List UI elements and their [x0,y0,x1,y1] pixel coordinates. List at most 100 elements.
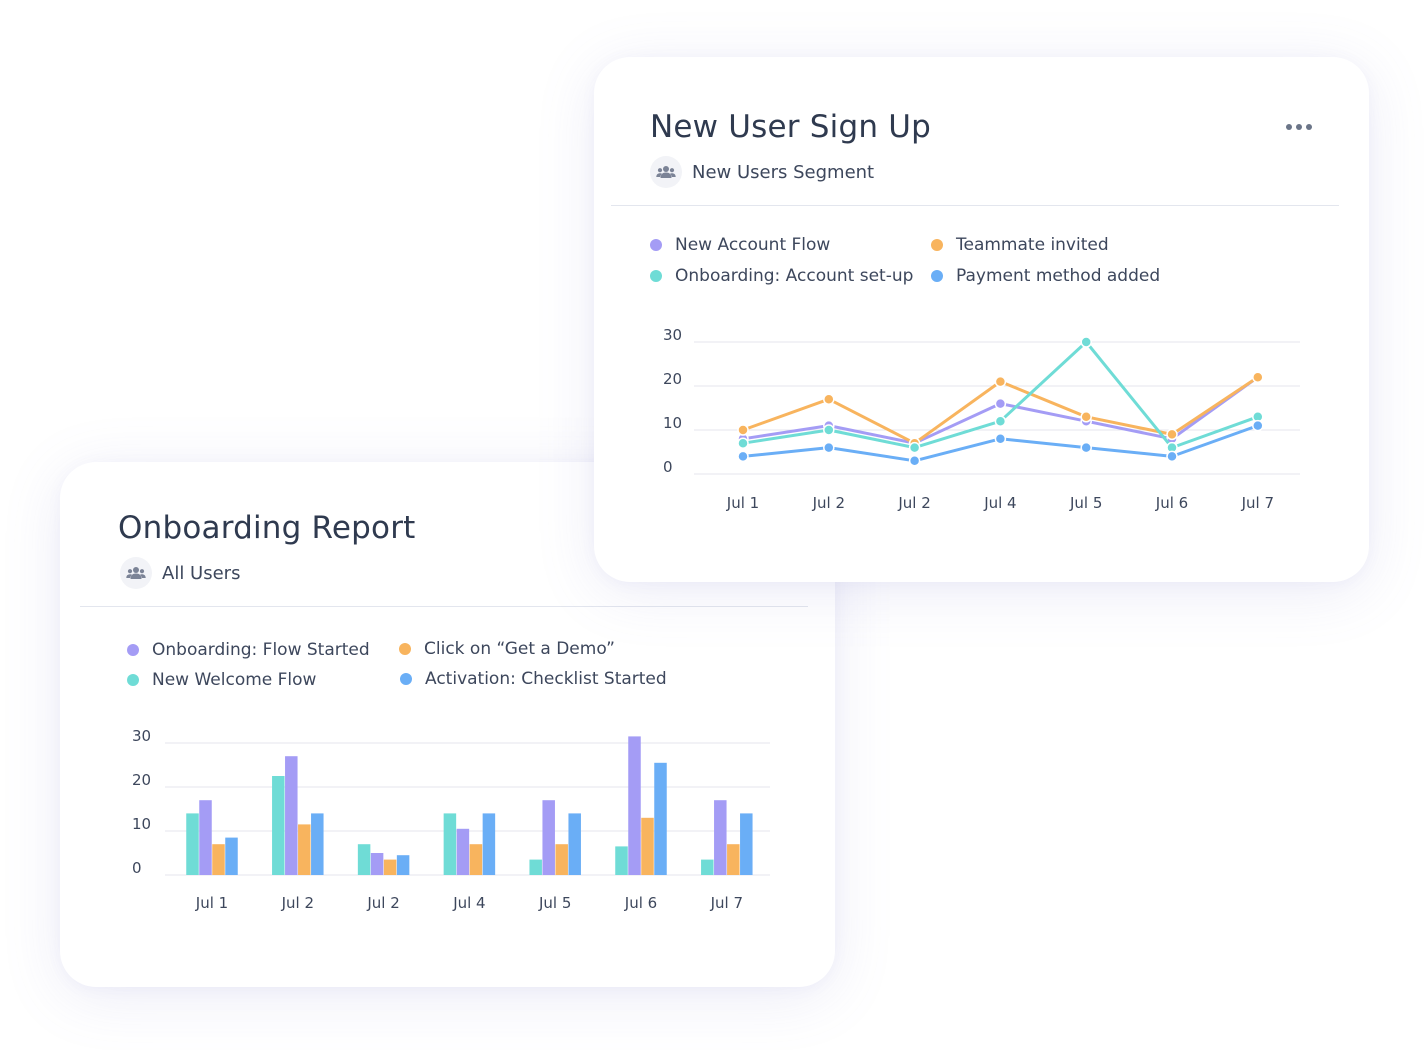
legend-swatch [931,270,943,282]
legend-item-new-account-flow[interactable]: New Account Flow [650,235,830,255]
x-tick-label: Jul 4 [983,494,1016,512]
data-point [1166,428,1178,441]
y-tick-label: 0 [132,859,142,877]
bar [727,844,740,875]
data-point [908,455,921,467]
bar [641,817,654,875]
bar [443,813,457,875]
bar [654,762,667,875]
legend-item-payment-method[interactable]: Payment method added [931,266,1160,286]
bar [628,736,641,875]
data-point [737,450,749,463]
bar [199,800,212,875]
x-tick-label: Jul 1 [195,894,228,912]
data-point [908,441,921,454]
legend-item-account-setup[interactable]: Onboarding: Account set-up [650,266,913,286]
bar [186,813,199,875]
bar [482,813,496,875]
bar [568,813,581,875]
y-tick-label: 10 [132,815,151,833]
divider [611,205,1339,206]
data-point [994,375,1007,388]
bar [456,828,470,875]
bar [357,844,371,875]
bar-chart: 30 20 10 0 Jul 1 Jul 2 Jul 2 Jul 4 Jul 5 Jul 6 Jul… [132,727,770,912]
more-horizontal-icon [1286,124,1292,130]
data-point [994,415,1007,427]
bar [615,846,628,875]
y-tick-label: 0 [663,458,673,476]
legend-item-get-a-demo[interactable]: Click on “Get a Demo” [399,639,615,659]
y-tick-label: 30 [663,326,682,344]
bar [396,855,410,875]
more-horizontal-icon [1296,124,1302,130]
legend-swatch [931,239,943,251]
segment-selector[interactable]: New Users Segment [650,156,874,188]
segment-selector[interactable]: All Users [120,557,240,589]
x-tick-label: Jul 2 [366,894,399,912]
data-point [823,393,835,405]
data-point [1252,419,1264,432]
legend-swatch [399,643,411,655]
data-point [994,433,1007,445]
line-chart: 30 20 10 0 Jul 1 Jul 2 Jul 2 Jul 4 Jul 5 Jul 6 Jul… [663,326,1300,512]
segment-label: All Users [162,562,241,584]
card-title: New User Sign Up [650,109,932,145]
legend-swatch [650,239,662,251]
more-options-button[interactable] [1281,115,1317,139]
legend-item-welcome-flow[interactable]: New Welcome Flow [127,670,316,690]
x-tick-label: Jul 2 [281,894,314,912]
y-tick-label: 20 [132,771,151,789]
legend-swatch [650,270,662,282]
data-point [1080,336,1092,348]
legend-item-teammate-invited[interactable]: Teammate invited [931,235,1109,255]
x-tick-label: Jul 4 [452,894,485,912]
x-tick-label: Jul 6 [624,894,657,912]
bar [529,859,542,875]
data-point [994,397,1007,410]
x-tick-label: Jul 6 [1155,494,1188,512]
bar [285,756,298,875]
x-tick-label: Jul 2 [897,494,930,512]
bar [383,859,397,875]
more-horizontal-icon [1306,124,1312,130]
users-group-icon [650,156,682,188]
y-tick-label: 30 [132,727,151,745]
bar [370,853,384,875]
bar [542,800,555,875]
legend-label: Payment method added [956,266,1161,286]
legend-swatch [400,673,412,685]
legend-swatch [127,674,139,686]
legend-label: New Account Flow [675,235,831,255]
bar [311,813,324,875]
card-title: Onboarding Report [118,510,416,546]
x-tick-label: Jul 7 [710,894,743,912]
data-point [1252,371,1264,383]
legend-item-checklist-started[interactable]: Activation: Checklist Started [400,669,667,689]
bar [212,844,225,875]
data-point [823,441,835,454]
x-tick-label: Jul 1 [726,494,759,512]
bar [740,813,753,875]
x-tick-label: Jul 7 [1241,494,1274,512]
bar [272,776,285,875]
data-point [737,424,749,436]
legend-item-flow-started[interactable]: Onboarding: Flow Started [127,640,370,660]
data-point [737,437,749,449]
x-tick-label: Jul 5 [1069,494,1102,512]
data-point [823,424,835,436]
data-point [1166,450,1178,463]
users-group-icon [120,557,152,589]
bar [555,844,568,875]
data-point [1080,411,1092,423]
legend-swatch [127,644,139,656]
bar [225,837,238,875]
bar [714,800,727,875]
bar [469,844,483,875]
y-tick-label: 20 [663,370,682,388]
data-point [1080,441,1092,454]
y-tick-label: 10 [663,414,682,432]
bar [298,824,311,875]
x-tick-label: Jul 5 [538,894,571,912]
legend-label: Onboarding: Account set-up [675,266,914,286]
